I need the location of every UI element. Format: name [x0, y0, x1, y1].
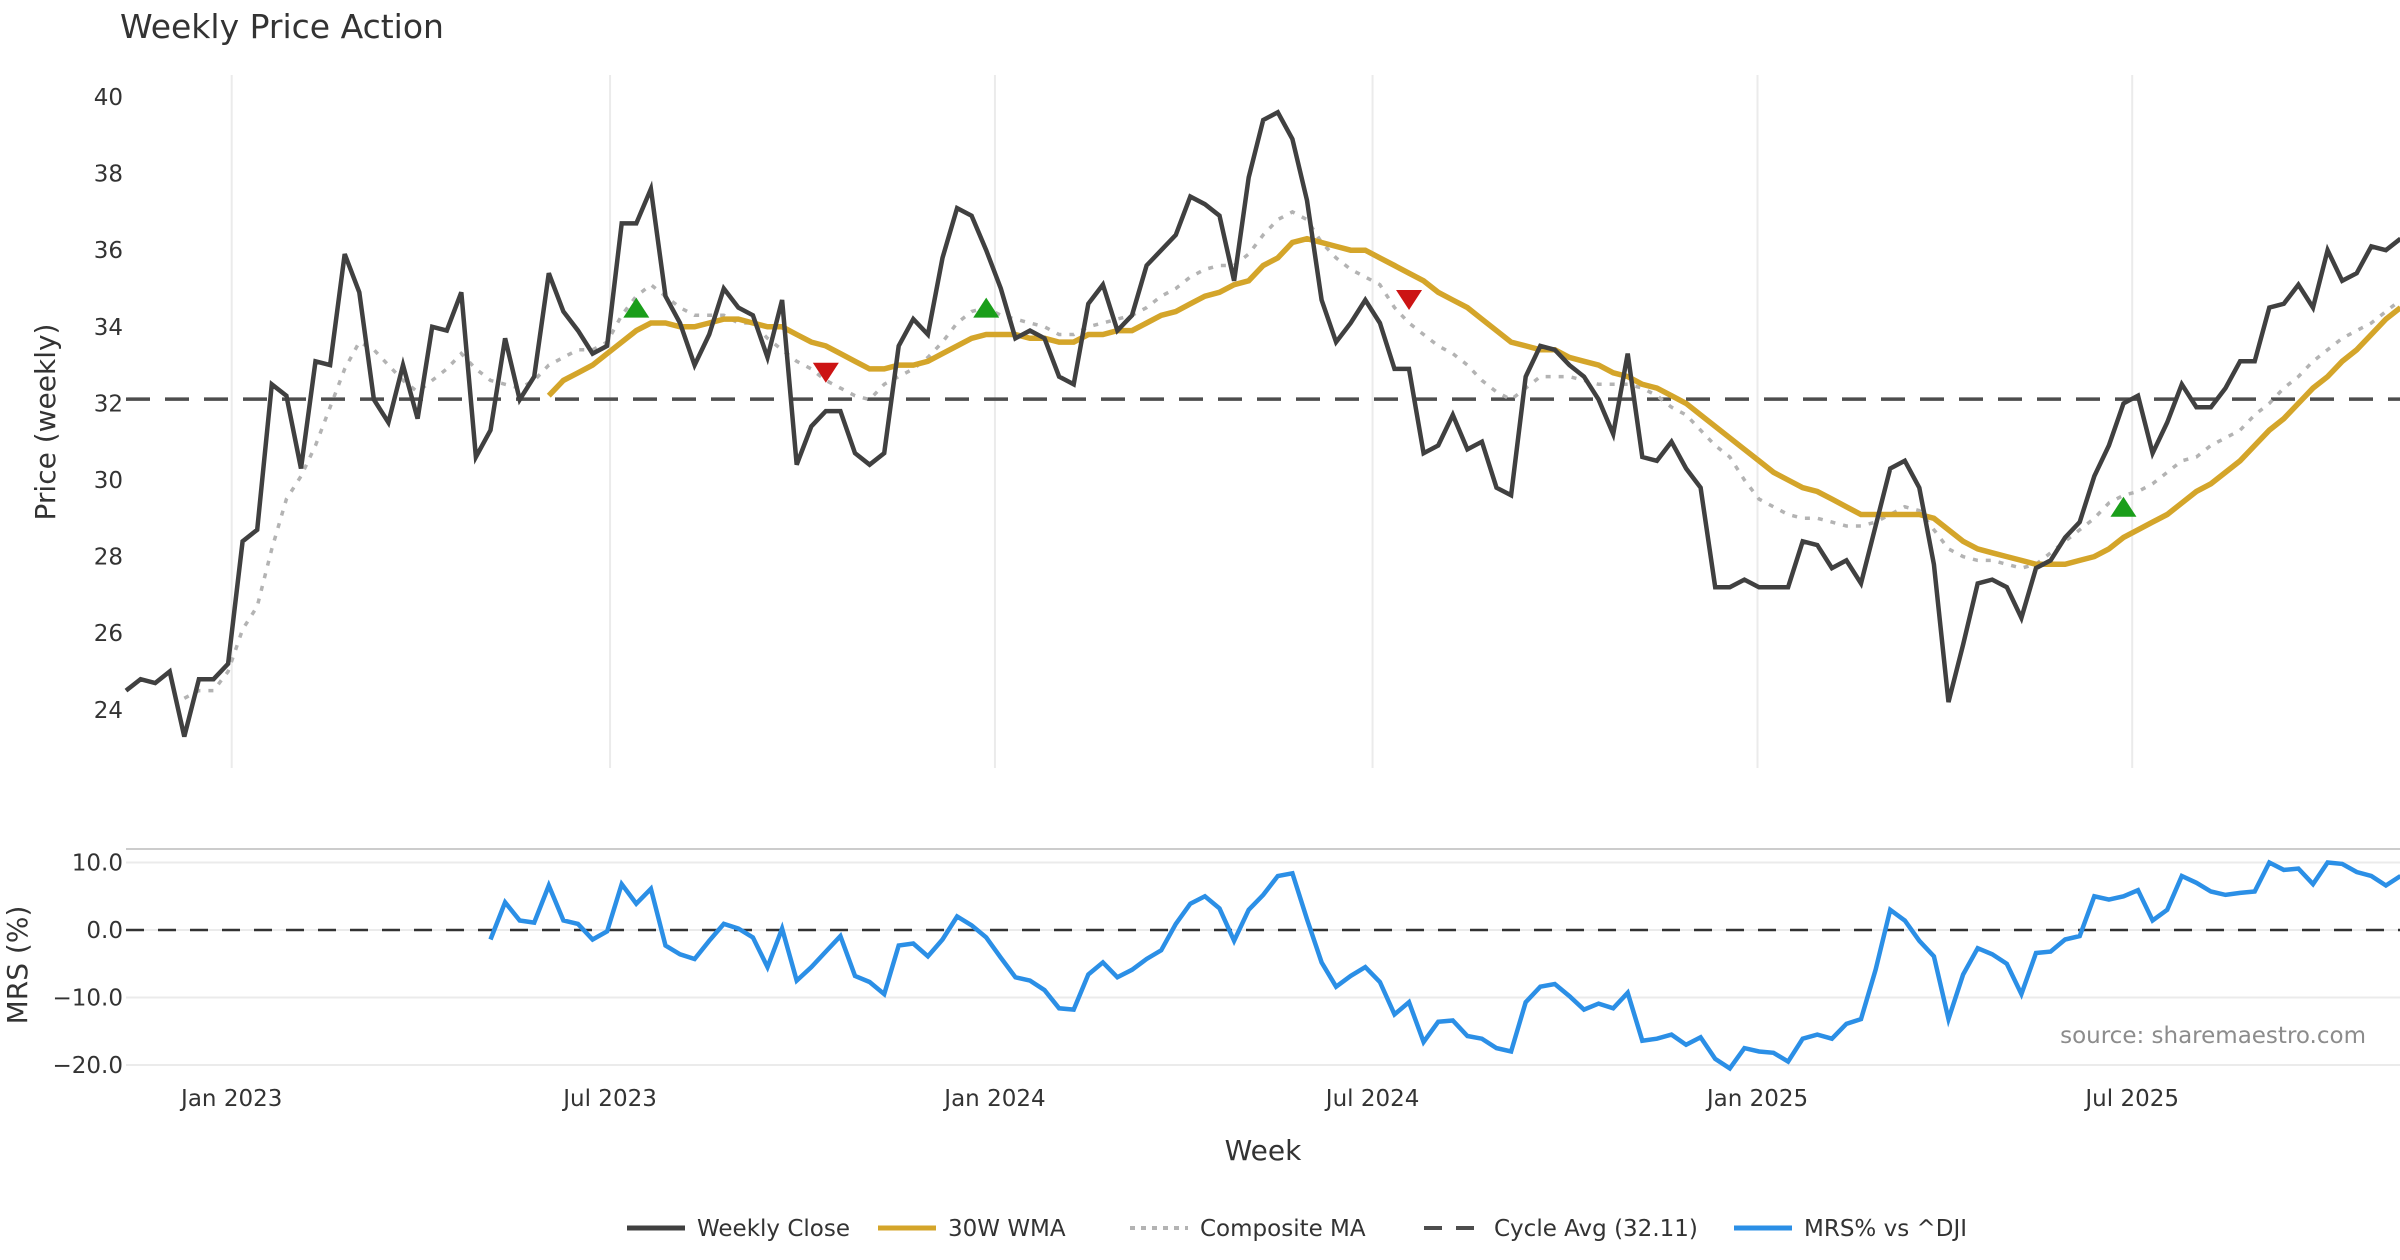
price-series — [124, 109, 2400, 738]
mrs-y-tick-labels: 10.0 0.0 −10.0 −20.0 — [53, 851, 123, 1080]
mrs-y-tick-label: −20.0 — [53, 1053, 123, 1079]
x-tick-label: Jan 2024 — [942, 1086, 1045, 1112]
weekly-close-line — [124, 109, 2400, 738]
x-tick-label: Jul 2024 — [1324, 1086, 1420, 1112]
price-y-tick-label: 40 — [94, 85, 123, 111]
mrs-y-axis-label: MRS (%) — [1, 906, 34, 1025]
price-y-tick-labels: 24 26 28 30 32 34 36 38 40 — [94, 85, 123, 724]
source-annotation: source: sharemaestro.com — [2060, 1023, 2366, 1049]
x-axis-label: Week — [1225, 1134, 1302, 1167]
wma-30w-line — [546, 235, 2400, 568]
sell-signal-marker — [1396, 289, 1423, 310]
legend-label: Composite MA — [1200, 1216, 1366, 1242]
price-y-axis-label: Price (weekly) — [29, 324, 62, 521]
price-y-tick-label: 26 — [94, 621, 123, 647]
legend-item: 30W WMA — [878, 1216, 1066, 1242]
x-tick-label: Jul 2023 — [561, 1086, 657, 1112]
mrs-y-tick-label: 0.0 — [86, 918, 123, 944]
price-y-tick-label: 30 — [94, 468, 123, 494]
x-tick-label: Jan 2025 — [1705, 1086, 1808, 1112]
x-tick-label: Jul 2025 — [2083, 1086, 2179, 1112]
mrs-series — [488, 859, 2400, 1072]
legend-item: Cycle Avg (32.11) — [1424, 1216, 1698, 1242]
buy-signal-marker — [623, 297, 650, 318]
mrs-y-tick-label: 10.0 — [72, 851, 123, 877]
mrs-line — [488, 859, 2400, 1072]
price-y-tick-label: 38 — [94, 162, 123, 188]
price-gridlines — [230, 75, 2134, 768]
buy-signal-marker — [2110, 496, 2137, 517]
buy-signal-marker — [973, 297, 1000, 318]
price-y-tick-label: 34 — [94, 315, 123, 341]
sell-signal-marker — [812, 362, 839, 383]
x-tick-labels: Jan 2023 Jul 2023 Jan 2024 Jul 2024 Jan 2025… — [179, 1086, 2179, 1112]
chart-title: Weekly Price Action — [120, 7, 444, 46]
legend-label: 30W WMA — [948, 1216, 1066, 1242]
legend-label: Cycle Avg (32.11) — [1494, 1216, 1698, 1242]
legend-item: Composite MA — [1130, 1216, 1366, 1242]
composite-ma-line — [183, 209, 2400, 700]
x-tick-label: Jan 2023 — [179, 1086, 282, 1112]
legend-label: Weekly Close — [697, 1216, 850, 1242]
price-y-tick-label: 36 — [94, 238, 123, 264]
legend-item: Weekly Close — [627, 1216, 850, 1242]
price-y-tick-label: 24 — [94, 698, 123, 724]
price-y-tick-label: 28 — [94, 545, 123, 571]
legend-item: MRS% vs ^DJI — [1734, 1216, 1967, 1242]
signal-markers — [623, 289, 2137, 517]
legend: Weekly Close 30W WMA Composite MA Cycle Avg… — [627, 1216, 1967, 1242]
legend-label: MRS% vs ^DJI — [1804, 1216, 1967, 1242]
price-y-tick-label: 32 — [94, 391, 123, 417]
mrs-y-tick-label: −10.0 — [53, 986, 123, 1012]
